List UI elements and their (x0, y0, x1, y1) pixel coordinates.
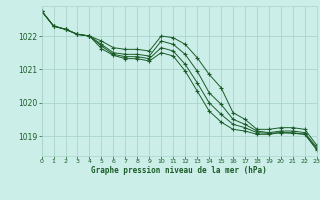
X-axis label: Graphe pression niveau de la mer (hPa): Graphe pression niveau de la mer (hPa) (91, 166, 267, 175)
